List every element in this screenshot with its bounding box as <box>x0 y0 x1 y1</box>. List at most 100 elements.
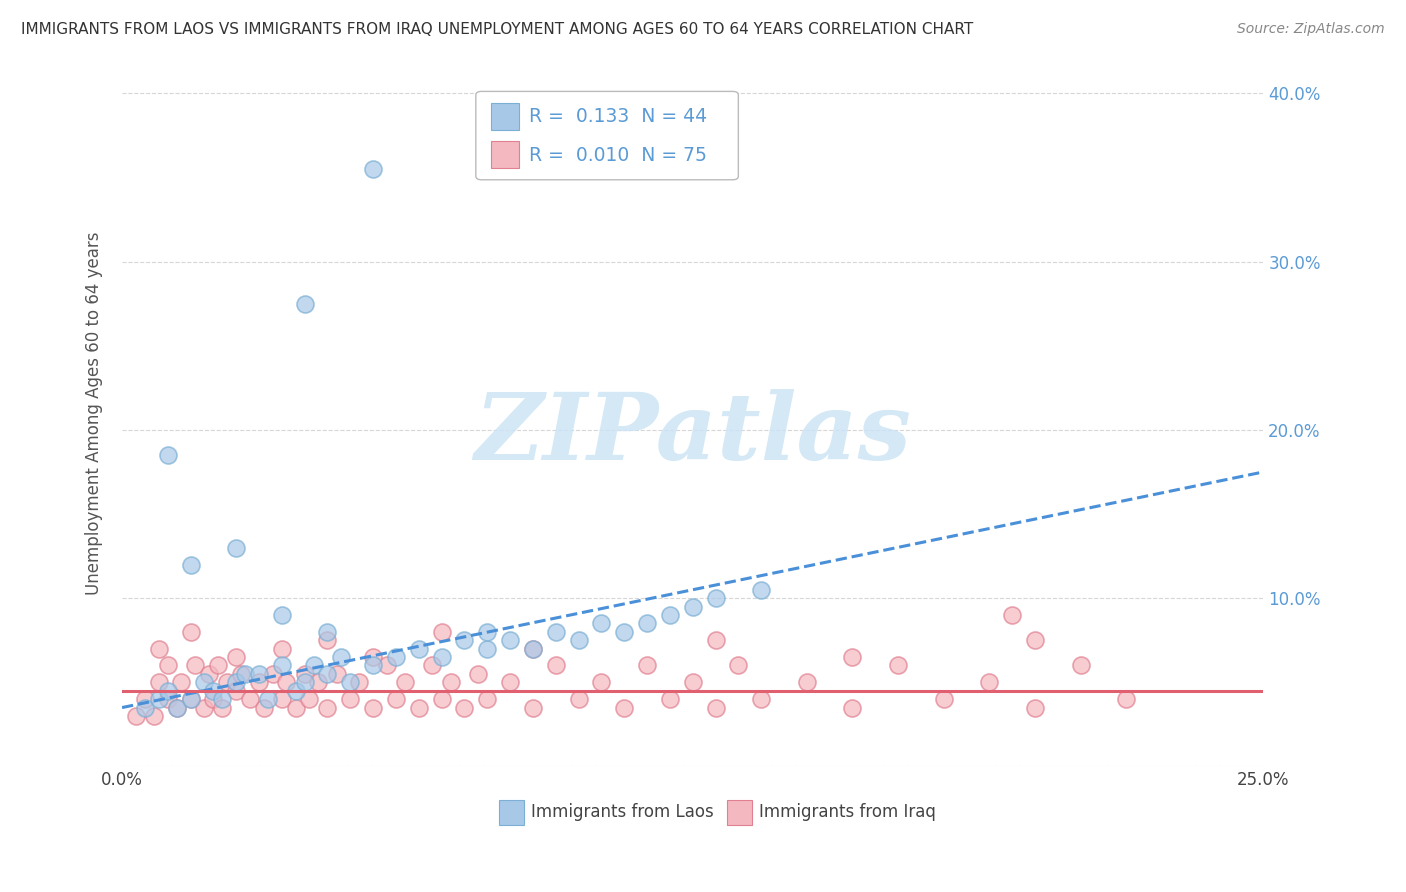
Point <box>294 666 316 681</box>
Point <box>156 683 179 698</box>
Point <box>704 700 727 714</box>
Point <box>316 700 339 714</box>
Point <box>180 692 202 706</box>
Point <box>134 692 156 706</box>
Point <box>453 633 475 648</box>
Point <box>339 675 361 690</box>
Point <box>453 700 475 714</box>
Point <box>1001 607 1024 622</box>
Point <box>682 675 704 690</box>
Point <box>749 582 772 597</box>
Point <box>270 692 292 706</box>
Point <box>125 709 148 723</box>
Point <box>979 675 1001 690</box>
Point <box>239 692 262 706</box>
Point <box>349 675 371 690</box>
Point <box>841 700 863 714</box>
Point <box>422 658 444 673</box>
Point <box>430 692 453 706</box>
Point <box>796 675 818 690</box>
Point <box>294 296 316 310</box>
Point <box>361 161 384 176</box>
Point <box>197 666 219 681</box>
FancyBboxPatch shape <box>475 91 738 180</box>
Bar <box>499 800 524 825</box>
Point <box>887 658 910 673</box>
Point <box>408 700 430 714</box>
Point <box>193 700 215 714</box>
Point <box>408 641 430 656</box>
Point <box>1024 633 1046 648</box>
Point <box>211 692 233 706</box>
Point <box>1115 692 1137 706</box>
Point <box>302 658 325 673</box>
Point <box>658 607 681 622</box>
Point <box>307 675 329 690</box>
Point <box>499 675 522 690</box>
Point <box>613 700 636 714</box>
Point <box>229 666 252 681</box>
Point <box>156 692 179 706</box>
Point <box>325 666 347 681</box>
Point <box>148 692 170 706</box>
Point <box>207 658 229 673</box>
Point <box>440 675 463 690</box>
Point <box>841 650 863 665</box>
Point <box>298 692 321 706</box>
Point <box>361 650 384 665</box>
Point <box>233 666 256 681</box>
Point <box>225 683 247 698</box>
Point <box>166 700 188 714</box>
Text: ZIPatlas: ZIPatlas <box>474 389 911 479</box>
Point <box>499 633 522 648</box>
Point <box>257 692 280 706</box>
Point <box>522 641 544 656</box>
Point <box>262 666 284 681</box>
Point <box>394 675 416 690</box>
Point <box>270 607 292 622</box>
Point <box>316 624 339 639</box>
Point <box>270 641 292 656</box>
Point <box>636 658 658 673</box>
Point <box>361 658 384 673</box>
Point <box>385 650 408 665</box>
Point <box>276 675 298 690</box>
Point <box>225 675 247 690</box>
Point <box>225 650 247 665</box>
Point <box>1070 658 1092 673</box>
Point <box>148 641 170 656</box>
Point <box>704 633 727 648</box>
Point <box>749 692 772 706</box>
Point <box>375 658 398 673</box>
Point <box>184 658 207 673</box>
Point <box>727 658 749 673</box>
Point <box>284 700 307 714</box>
Point <box>252 700 274 714</box>
Point <box>316 666 339 681</box>
Point <box>658 692 681 706</box>
Point <box>591 675 613 690</box>
Point <box>361 700 384 714</box>
Point <box>522 641 544 656</box>
Point <box>385 692 408 706</box>
Point <box>430 624 453 639</box>
Point <box>704 591 727 606</box>
Point <box>284 683 307 698</box>
Point <box>477 641 499 656</box>
Point <box>143 709 166 723</box>
Point <box>211 700 233 714</box>
Point <box>522 700 544 714</box>
Point <box>156 448 179 462</box>
Point <box>180 624 202 639</box>
Text: IMMIGRANTS FROM LAOS VS IMMIGRANTS FROM IRAQ UNEMPLOYMENT AMONG AGES 60 TO 64 YE: IMMIGRANTS FROM LAOS VS IMMIGRANTS FROM … <box>21 22 973 37</box>
Point <box>180 558 202 572</box>
Point <box>247 666 270 681</box>
Point <box>170 675 193 690</box>
Bar <box>491 141 519 168</box>
Point <box>193 675 215 690</box>
Point <box>148 675 170 690</box>
Point <box>544 624 567 639</box>
Text: Source: ZipAtlas.com: Source: ZipAtlas.com <box>1237 22 1385 37</box>
Point <box>156 658 179 673</box>
Point <box>567 633 589 648</box>
